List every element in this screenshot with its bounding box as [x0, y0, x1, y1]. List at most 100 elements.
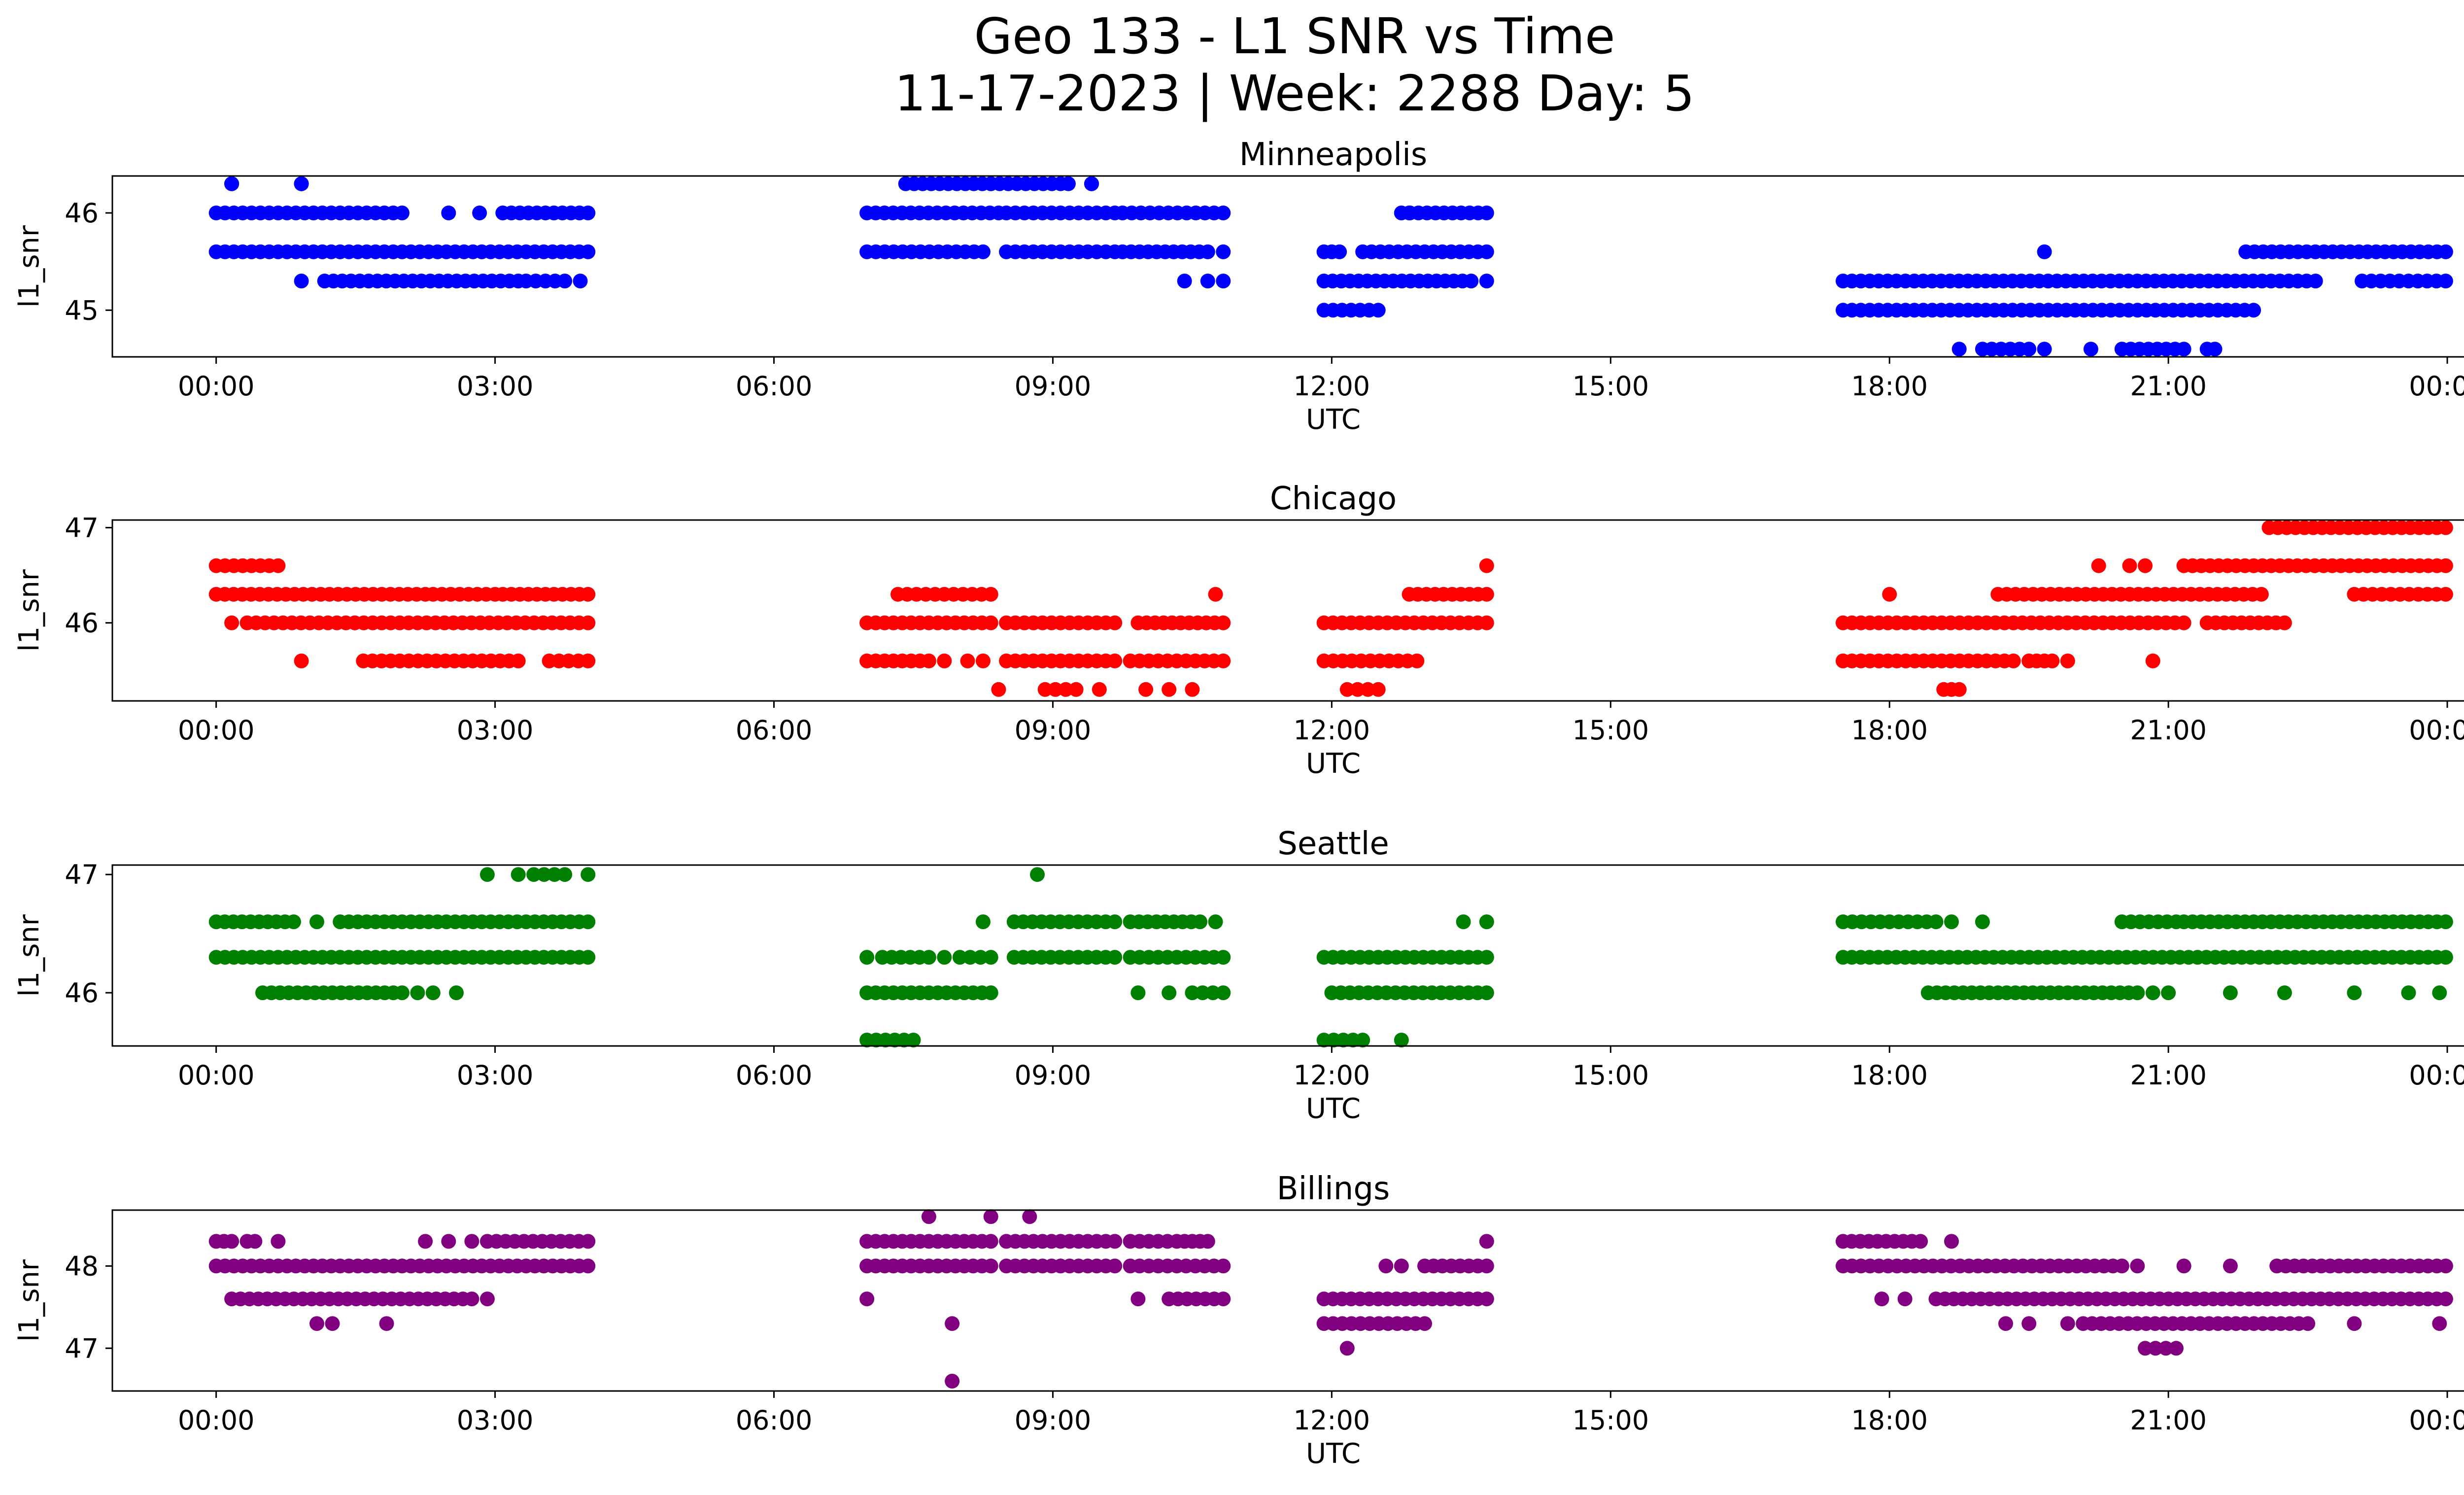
seattle-data-point	[2277, 985, 2292, 1001]
chicago-data-point	[2438, 558, 2453, 573]
chicago-data-point	[581, 653, 596, 668]
seattle-data-point	[1195, 985, 1210, 1001]
seattle-data-point	[2130, 985, 2145, 1001]
minneapolis-data-point	[1216, 206, 1231, 220]
seattle-points	[208, 867, 2453, 1047]
chicago-x-tick-label: 03:00	[457, 715, 534, 746]
minneapolis-data-point	[573, 274, 588, 289]
chicago-data-point	[1058, 682, 1073, 697]
billings-data-point	[271, 1234, 286, 1249]
billings-data-point	[1998, 1316, 2013, 1331]
billings-data-point	[2060, 1316, 2075, 1331]
chicago-data-point	[1350, 682, 1365, 697]
seattle-data-point	[1193, 914, 1208, 930]
minneapolis-data-point	[581, 244, 596, 259]
chicago-data-point	[937, 653, 952, 668]
minneapolis-data-point	[975, 244, 991, 259]
billings-data-point	[945, 1374, 960, 1389]
billings-data-point	[2148, 1341, 2163, 1356]
seattle-data-point	[286, 914, 301, 930]
billings-data-point	[1107, 1258, 1123, 1274]
minneapolis-data-point	[441, 206, 456, 220]
billings-x-tick-label: 06:00	[736, 1405, 813, 1436]
minneapolis-data-point	[1084, 176, 1099, 191]
seattle-data-point	[479, 867, 495, 882]
billings-data-point	[2347, 1316, 2362, 1331]
minneapolis-x-tick-label: 03:00	[457, 371, 534, 402]
minneapolis-data-point	[2308, 274, 2323, 289]
chicago-title: Chicago	[1270, 481, 1397, 517]
seattle-y-tick-label: 46	[65, 977, 99, 1008]
billings-data-point	[479, 1291, 495, 1307]
minneapolis-data-point	[294, 274, 309, 289]
minneapolis-data-point	[2438, 274, 2453, 289]
seattle-x-tick-label: 15:00	[1572, 1060, 1649, 1091]
billings-points	[208, 1209, 2453, 1389]
seattle-data-point	[921, 950, 936, 965]
billings-data-point	[1216, 1291, 1231, 1307]
billings-data-point	[983, 1209, 998, 1224]
seattle-data-point	[511, 867, 526, 882]
chicago-data-point	[2091, 558, 2106, 573]
minneapolis-x-tick-label: 09:00	[1015, 371, 1092, 402]
chicago-data-point	[511, 653, 526, 668]
billings-y-axis-label: l1_snr	[13, 1259, 45, 1342]
chicago-y-axis-label: l1_snr	[13, 569, 45, 652]
billings-x-tick-label: 21:00	[2130, 1405, 2207, 1436]
minneapolis-data-point	[2037, 342, 2052, 357]
billings-data-point	[983, 1258, 998, 1274]
chicago-x-tick-label: 00:00	[2409, 715, 2464, 746]
seattle-data-point	[2347, 985, 2362, 1001]
chicago-data-point	[2122, 558, 2137, 573]
billings-data-point	[464, 1234, 479, 1249]
seattle-y-axis-label: l1_snr	[13, 914, 45, 997]
seattle-data-point	[449, 985, 464, 1001]
seattle-x-tick-label: 00:00	[2409, 1060, 2464, 1091]
billings-data-point	[1378, 1258, 1394, 1274]
chicago-x-tick-label: 21:00	[2130, 715, 2207, 746]
seattle-x-tick-label: 09:00	[1015, 1060, 1092, 1091]
billings-data-point	[2130, 1258, 2145, 1274]
seattle-data-point	[1205, 985, 1221, 1001]
chicago-data-point	[975, 653, 991, 668]
chicago-x-axis-label: UTC	[1306, 748, 1361, 780]
chicago-data-point	[991, 682, 1006, 697]
billings-x-tick-label: 03:00	[457, 1405, 534, 1436]
chicago-data-point	[1048, 682, 1063, 697]
minneapolis-points	[208, 176, 2453, 357]
seattle-data-point	[581, 914, 596, 930]
chicago-data-point	[1107, 653, 1123, 668]
minneapolis-data-point	[1177, 274, 1192, 289]
seattle-data-point	[1208, 914, 1223, 930]
billings-data-point	[1216, 1258, 1231, 1274]
billings-data-point	[983, 1234, 998, 1249]
billings-data-point	[441, 1234, 456, 1249]
seattle-data-point	[973, 950, 988, 965]
seattle-data-point	[1030, 867, 1045, 882]
minneapolis-y-axis-label: l1_snr	[13, 225, 45, 308]
chicago-data-point	[921, 653, 936, 668]
minneapolis-plot-frame	[111, 175, 2464, 358]
figure-subtitle: 11-17-2023 | Week: 2288 Day: 5	[894, 65, 1694, 122]
seattle-data-point	[906, 1033, 921, 1047]
chicago-data-point	[271, 558, 286, 573]
chicago-plot-frame	[111, 519, 2464, 702]
billings-data-point	[1339, 1341, 1355, 1356]
seattle-data-point	[2161, 985, 2176, 1001]
seattle-data-point	[557, 867, 573, 882]
chicago-data-point	[983, 615, 998, 630]
seattle-x-tick-label: 21:00	[2130, 1060, 2207, 1091]
seattle-data-point	[1928, 914, 1944, 930]
minneapolis-data-point	[1216, 274, 1231, 289]
chicago-data-point	[1479, 587, 1494, 602]
chicago-data-point	[1951, 682, 1967, 697]
billings-y-tick-label: 47	[65, 1333, 99, 1364]
chicago-x-tick-label: 12:00	[1294, 715, 1370, 746]
minneapolis-data-point	[1216, 244, 1231, 259]
minneapolis-data-point	[294, 176, 309, 191]
seattle-data-point	[937, 950, 952, 965]
seattle-x-axis-label: UTC	[1306, 1093, 1361, 1125]
billings-data-point	[1479, 1258, 1494, 1274]
seattle-data-point	[2223, 985, 2238, 1001]
seattle-data-point	[1130, 985, 1146, 1001]
